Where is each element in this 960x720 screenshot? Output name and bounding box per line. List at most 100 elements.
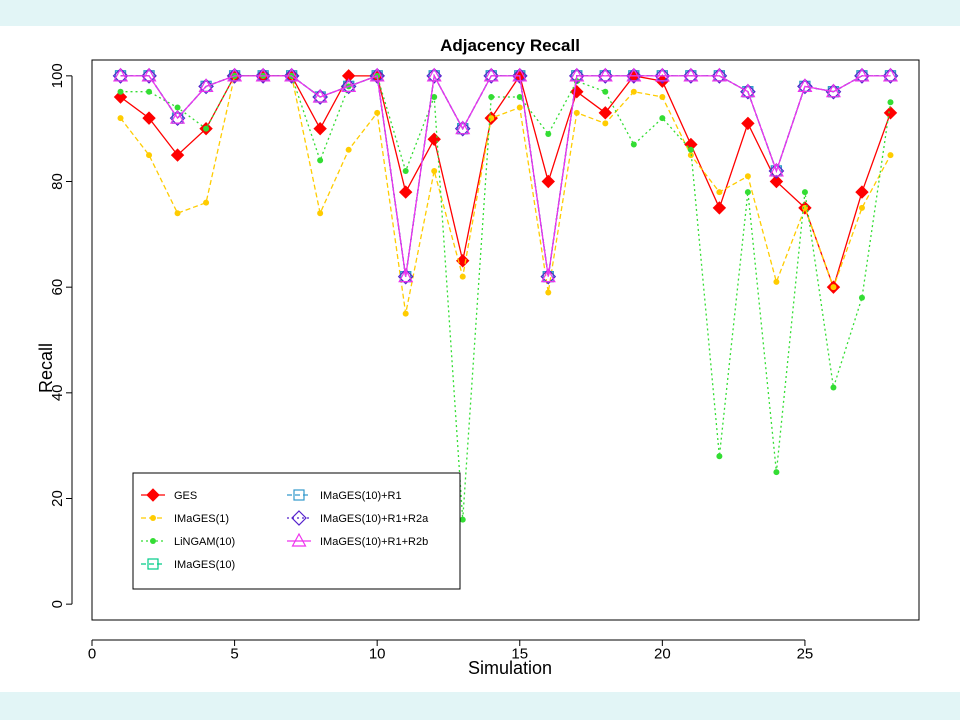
series-lingam-10 xyxy=(117,72,894,523)
images-10-r1-r2b-point xyxy=(227,67,243,82)
lingam-10-point xyxy=(117,88,124,95)
images-1-point xyxy=(374,109,381,116)
lingam-10-point xyxy=(459,516,466,523)
legend-marker xyxy=(147,558,159,570)
images-1-point xyxy=(716,189,723,196)
images-1-point xyxy=(146,152,153,159)
legend-label: LiNGAM(10) xyxy=(174,536,235,548)
series-layer xyxy=(112,67,899,523)
images-10-r1-r2a-point xyxy=(597,68,614,84)
images-10-r1-r2a-point xyxy=(226,68,243,84)
lingam-10-point xyxy=(146,88,153,95)
ges-point xyxy=(313,121,327,136)
series-images-1 xyxy=(117,72,894,317)
images-10-r1-r2a-point xyxy=(882,68,899,84)
x-tick-label: 25 xyxy=(797,645,814,662)
images-10-r1-r2b-point xyxy=(426,67,442,82)
images-1-point xyxy=(459,273,466,280)
images-10-r1-r2a-point xyxy=(141,68,157,84)
y-tick-label: 100 xyxy=(49,63,66,88)
images-10-r1-r2b-point xyxy=(626,67,642,82)
images-10-r1-r2a-point xyxy=(283,68,300,84)
legend-item-images-10-r1-r2b: IMaGES(10)+R1+R2b xyxy=(287,532,428,548)
legend-item-images-10: IMaGES(10) xyxy=(141,558,235,571)
images-1-point xyxy=(345,146,352,153)
images-10-r1-r2a-point xyxy=(255,68,271,84)
images-10-r1-r2b-point xyxy=(540,268,556,283)
images-10-r1-r2a-point xyxy=(768,163,785,179)
images-1-point xyxy=(545,289,552,296)
images-1-point xyxy=(830,284,837,291)
y-tick-label: 60 xyxy=(49,279,66,296)
legend-label: IMaGES(10)+R1+R2a xyxy=(320,513,429,525)
images-10-r1-r2a-point xyxy=(854,68,870,84)
legend-marker xyxy=(146,488,160,502)
axes: 0 5 10 15 20 25 0 20 40 60 80 100 xyxy=(49,63,813,662)
x-tick-label: 0 xyxy=(88,645,96,662)
ges-point xyxy=(712,201,727,215)
lingam-10-point xyxy=(858,294,865,301)
x-tick-label: 20 xyxy=(654,645,671,662)
images-10-r1-r2b-point xyxy=(569,67,585,82)
y-axis-label: Recall xyxy=(36,343,56,393)
lingam-10-point xyxy=(716,453,723,460)
legend-label: IMaGES(10)+R1 xyxy=(320,490,402,502)
legend-item-images-10-r1-r2a: IMaGES(10)+R1+R2a xyxy=(287,510,429,526)
y-tick-label: 40 xyxy=(49,384,66,401)
images-1-point xyxy=(402,310,409,317)
ges-point xyxy=(427,132,441,146)
lingam-10-point xyxy=(773,469,780,476)
legend-marker xyxy=(291,510,307,526)
images-10-r1-r2a-point xyxy=(369,68,386,84)
legend-item-images-1: IMaGES(1) xyxy=(141,513,229,525)
images-10-r1-r2a-point xyxy=(683,68,699,84)
x-tick-label: 5 xyxy=(230,645,238,662)
ges-point xyxy=(769,174,784,189)
images-10-r1-r2a-point xyxy=(797,78,813,95)
legend-marker xyxy=(150,538,156,544)
lingam-10-point xyxy=(203,125,210,132)
ges-point xyxy=(456,254,470,268)
lingam-10-point xyxy=(402,167,409,174)
series-images-10-r1-r2b xyxy=(113,67,898,283)
ges-point xyxy=(541,174,555,189)
ges-point xyxy=(142,111,156,125)
legend: GES IMaGES(1) LiNGAM(10) IMaGES(10) IMaGES(1… xyxy=(132,472,461,590)
legend-label: IMaGES(10)+R1+R2b xyxy=(320,536,428,548)
images-10-r1-r2b-point xyxy=(341,78,357,93)
images-10-r1-r2b-point xyxy=(369,67,385,82)
legend-marker xyxy=(293,489,305,501)
images-10-r1-r2b-point xyxy=(825,83,841,98)
images-10-r1-r2a-point xyxy=(169,110,186,126)
images-10-r1-r2b-point xyxy=(483,67,499,82)
images-1-point xyxy=(630,88,637,95)
images-10-r1-r2b-point xyxy=(654,67,670,82)
legend-item-lingam-10: LiNGAM(10) xyxy=(141,536,235,548)
images-10-r1-r2a-point xyxy=(426,68,443,84)
series-ges xyxy=(113,69,898,294)
images-10-r1-r2b-point xyxy=(284,67,300,82)
images-1-point xyxy=(773,278,780,285)
images-10-r1-r2b-point xyxy=(198,78,214,93)
images-1-point xyxy=(516,104,523,111)
images-10-r1-r2a-point xyxy=(112,68,129,84)
lingam-10-point xyxy=(317,157,324,164)
lingam-10-point xyxy=(174,104,181,111)
x-tick-label: 10 xyxy=(369,645,386,662)
lingam-10-point xyxy=(887,99,894,106)
ges-point xyxy=(741,116,755,131)
images-10-r1-r2b-point xyxy=(882,67,898,82)
y-tick-label: 20 xyxy=(49,490,66,507)
ges-point xyxy=(598,106,613,120)
chart-title: Adjacency Recall xyxy=(440,36,580,55)
images-10-r1-r2b-point xyxy=(455,120,471,135)
ges-point xyxy=(170,148,185,162)
images-1-point xyxy=(203,199,210,206)
images-10-r1-r2a-point xyxy=(511,68,528,84)
images-10-r1-r2b-point xyxy=(113,67,129,82)
images-1-point xyxy=(174,210,181,217)
images-10-r1-r2b-point xyxy=(683,67,699,82)
images-10-r1-r2a-point xyxy=(454,120,471,137)
images-10-r1-r2b-line xyxy=(120,73,891,277)
